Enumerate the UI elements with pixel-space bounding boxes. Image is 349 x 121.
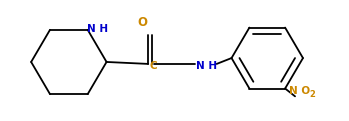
- Text: 2: 2: [309, 90, 315, 99]
- Text: C: C: [149, 61, 157, 71]
- Text: N O: N O: [289, 86, 310, 96]
- Text: O: O: [137, 16, 147, 29]
- Text: N H: N H: [196, 61, 217, 71]
- Text: N H: N H: [87, 24, 108, 34]
